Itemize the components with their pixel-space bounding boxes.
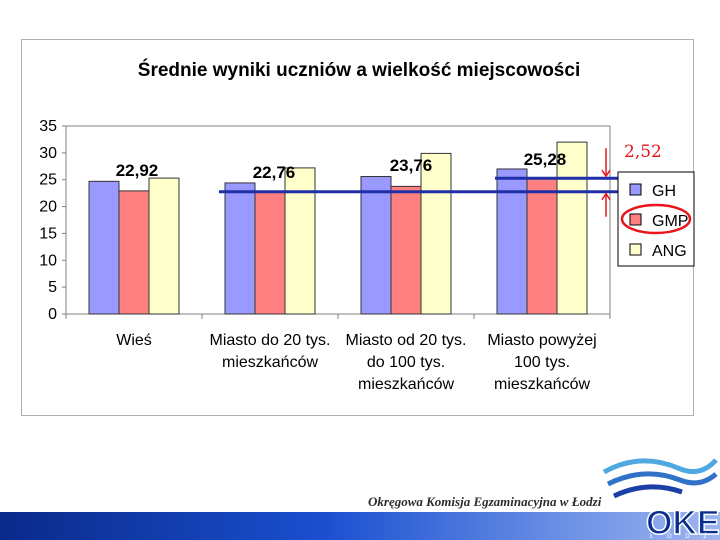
y-tick-label: 35 bbox=[39, 118, 57, 135]
category-label: mieszkańców bbox=[494, 376, 590, 393]
institution-name: Okręgowa Komisja Egzaminacyjna w Łodzi bbox=[368, 494, 602, 509]
logo-wave-icon bbox=[612, 484, 683, 499]
difference-annotation: 2,52 bbox=[219, 142, 662, 217]
legend-label: GH bbox=[652, 183, 676, 200]
category-label: Miasto od 20 tys. bbox=[346, 332, 467, 349]
bar-chart: Średnie wyniki uczniów a wielkość miejsc… bbox=[39, 59, 695, 393]
logo-subtext: Ł Ó D Ź bbox=[650, 533, 713, 540]
data-label: 23,76 bbox=[390, 156, 433, 175]
legend-label: GMP bbox=[652, 213, 688, 230]
bar-ang bbox=[556, 141, 588, 315]
bar-gmp bbox=[254, 191, 286, 315]
data-labels: 22,92 22,76 23,76 25,28 bbox=[116, 150, 567, 182]
y-tick-label: 15 bbox=[39, 225, 57, 242]
y-tick-label: 30 bbox=[39, 145, 57, 162]
data-label: 22,92 bbox=[116, 161, 159, 180]
y-tick-label: 20 bbox=[39, 199, 57, 216]
bar-gmp bbox=[526, 177, 558, 315]
category-label: Wieś bbox=[116, 332, 152, 349]
category-labels: Wieś Miasto do 20 tys. mieszkańców Miasto o… bbox=[116, 332, 596, 393]
category-label: Miasto powyżej bbox=[487, 332, 596, 349]
legend-swatch bbox=[629, 243, 642, 256]
arrow-head-icon bbox=[601, 169, 611, 178]
y-axis-ticks: 0 5 10 15 20 25 30 35 bbox=[39, 118, 66, 323]
oke-logo: OKE Ł Ó D Ź bbox=[602, 458, 720, 540]
legend: GH GMP ANG bbox=[617, 171, 695, 267]
y-tick-label: 10 bbox=[39, 252, 57, 269]
bar-ang bbox=[284, 167, 316, 315]
bar-gh bbox=[360, 175, 392, 315]
bars bbox=[65, 141, 611, 319]
arrow-head-icon bbox=[601, 192, 611, 201]
legend-highlight-ring bbox=[620, 203, 692, 235]
bar-ang bbox=[148, 177, 180, 315]
category-label: 100 tys. bbox=[514, 354, 570, 371]
category-label: do 100 tys. bbox=[367, 354, 445, 371]
data-label: 22,76 bbox=[253, 163, 296, 182]
bar-gh bbox=[224, 182, 256, 315]
y-tick-label: 5 bbox=[48, 279, 57, 296]
bar-gmp bbox=[390, 185, 422, 315]
y-tick-label: 0 bbox=[48, 306, 57, 323]
legend-swatch bbox=[629, 183, 642, 196]
chart-frame: Średnie wyniki uczniów a wielkość miejsc… bbox=[21, 39, 695, 416]
footer-band bbox=[0, 512, 720, 540]
data-label: 25,28 bbox=[524, 150, 567, 169]
y-tick-label: 25 bbox=[39, 172, 57, 189]
legend-swatch bbox=[629, 213, 642, 226]
category-label: mieszkańców bbox=[358, 376, 454, 393]
chart-title: Średnie wyniki uczniów a wielkość miejsc… bbox=[138, 59, 580, 81]
logo-text: OKE bbox=[646, 504, 720, 540]
difference-value: 2,52 bbox=[624, 142, 662, 162]
bar-gh bbox=[88, 180, 120, 315]
category-label: mieszkańców bbox=[222, 354, 318, 371]
category-label: Miasto do 20 tys. bbox=[210, 332, 331, 349]
bar-ang bbox=[420, 152, 452, 315]
logo-wave-icon bbox=[606, 471, 718, 487]
bar-gmp bbox=[118, 190, 150, 315]
logo-wave-icon bbox=[602, 458, 718, 475]
legend-label: ANG bbox=[652, 243, 687, 260]
